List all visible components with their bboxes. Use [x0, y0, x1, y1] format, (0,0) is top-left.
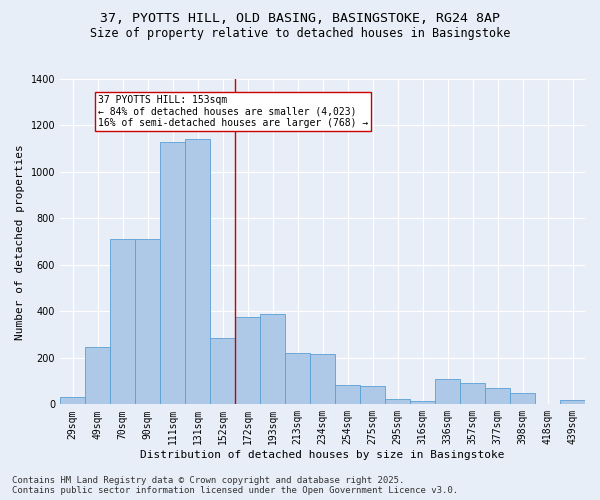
Text: 37, PYOTTS HILL, OLD BASING, BASINGSTOKE, RG24 8AP: 37, PYOTTS HILL, OLD BASING, BASINGSTOKE… [100, 12, 500, 26]
Bar [160, 142, 185, 404]
Bar [560, 400, 585, 404]
Bar [60, 398, 85, 404]
Bar [510, 392, 535, 404]
Bar [435, 379, 460, 404]
Bar [360, 386, 385, 404]
Bar [285, 353, 310, 405]
Text: 37 PYOTTS HILL: 153sqm
← 84% of detached houses are smaller (4,023)
16% of semi-: 37 PYOTTS HILL: 153sqm ← 84% of detached… [98, 96, 368, 128]
Bar [460, 384, 485, 404]
Bar [85, 348, 110, 405]
Text: Contains HM Land Registry data © Crown copyright and database right 2025.
Contai: Contains HM Land Registry data © Crown c… [12, 476, 458, 495]
Y-axis label: Number of detached properties: Number of detached properties [15, 144, 25, 340]
Bar [210, 338, 235, 404]
Bar [260, 314, 285, 404]
Bar [235, 317, 260, 404]
Bar [410, 401, 435, 404]
Bar [110, 240, 135, 404]
Bar [485, 388, 510, 404]
Bar [310, 354, 335, 405]
X-axis label: Distribution of detached houses by size in Basingstoke: Distribution of detached houses by size … [140, 450, 505, 460]
Bar [385, 398, 410, 404]
Text: Size of property relative to detached houses in Basingstoke: Size of property relative to detached ho… [90, 28, 510, 40]
Bar [185, 140, 210, 404]
Bar [335, 384, 360, 404]
Bar [135, 240, 160, 404]
